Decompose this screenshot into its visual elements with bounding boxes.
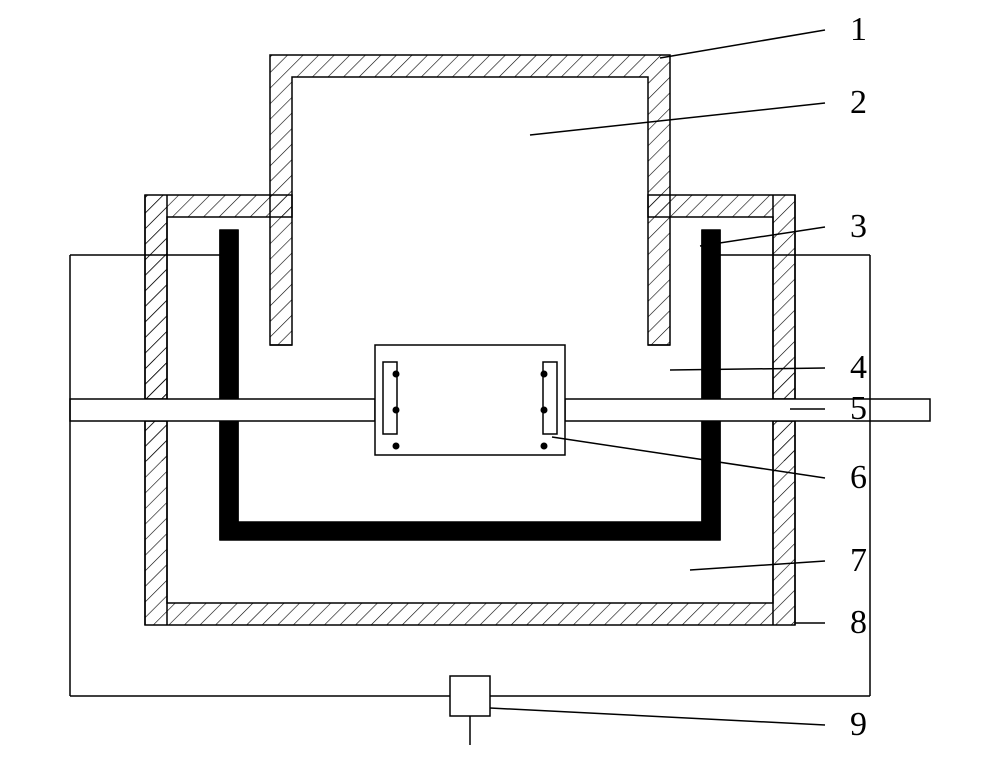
label-4: 4 xyxy=(850,349,867,386)
leader-2 xyxy=(530,103,825,135)
label-7: 7 xyxy=(850,542,867,579)
label-9: 9 xyxy=(850,706,867,743)
label-8: 8 xyxy=(850,604,867,641)
shaft-right xyxy=(565,399,930,421)
leader-9 xyxy=(490,708,825,725)
upper-vessel xyxy=(270,55,670,345)
rotor-block xyxy=(375,345,565,455)
label-3: 3 xyxy=(850,208,867,245)
leader-1 xyxy=(660,30,825,58)
label-2: 2 xyxy=(850,84,867,121)
label-1: 1 xyxy=(850,11,867,48)
leader-4 xyxy=(670,368,825,370)
rotor-assembly xyxy=(70,345,930,455)
wiring xyxy=(70,255,870,745)
label-5: 5 xyxy=(850,390,867,427)
label-6: 6 xyxy=(850,459,867,496)
junction-box xyxy=(450,676,490,716)
shaft-left xyxy=(70,399,375,421)
leader-7 xyxy=(690,561,825,570)
